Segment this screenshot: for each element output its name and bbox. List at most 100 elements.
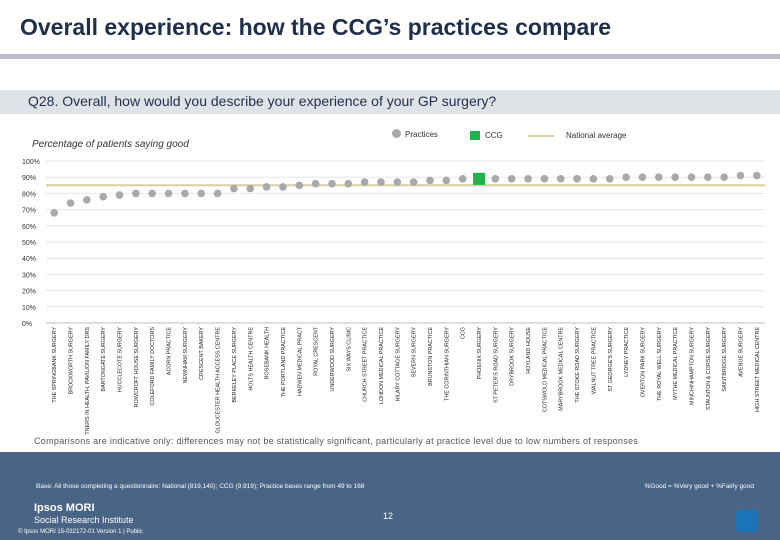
practice-point bbox=[524, 175, 532, 183]
category-label: LONDON MEDICAL PRACTICE bbox=[379, 327, 385, 404]
practice-point bbox=[753, 171, 761, 180]
practice-point bbox=[164, 189, 173, 198]
category-label: COLEFORD FAMILY DOCTORS bbox=[150, 327, 156, 406]
practice-point bbox=[132, 189, 140, 198]
y-tick-label: 40% bbox=[22, 256, 36, 263]
y-tick-label: 10% bbox=[22, 305, 36, 312]
practice-point bbox=[605, 175, 614, 183]
practice-point bbox=[704, 173, 712, 181]
y-tick-label: 100% bbox=[22, 159, 40, 166]
title-divider bbox=[0, 54, 780, 59]
y-tick-label: 0% bbox=[22, 321, 32, 328]
practice-point bbox=[654, 173, 663, 181]
category-label: HIGH STREET MEDICAL CENTRE bbox=[755, 327, 761, 412]
practice-point bbox=[736, 171, 745, 180]
footer-band bbox=[0, 452, 780, 540]
footnote: Comparisons are indicative only: differe… bbox=[34, 436, 639, 446]
practice-point bbox=[426, 176, 434, 185]
practice-point bbox=[393, 178, 402, 186]
practice-point bbox=[360, 178, 369, 186]
category-label: STAUNTON & CORSE SURGERY bbox=[706, 327, 712, 410]
category-label: HOLTS HEALTH CENTRE bbox=[248, 327, 254, 391]
category-label: MYTHE MEDICAL PRACTICE bbox=[673, 327, 679, 400]
question-bar bbox=[0, 90, 780, 114]
category-label: GLOUCESTER HEALTH ACCESS CENTRE bbox=[216, 327, 222, 434]
y-tick-label: 70% bbox=[22, 208, 36, 215]
legend-practices-label: Practices bbox=[405, 130, 438, 139]
y-tick-label: 50% bbox=[22, 240, 36, 247]
category-label: CRESCENT BAKERY bbox=[199, 327, 205, 380]
category-label: SEVERN SURGERY bbox=[412, 327, 418, 378]
category-label: ACORN PRACTICE bbox=[167, 327, 173, 376]
legend-practice-dot-icon bbox=[392, 129, 401, 138]
practice-point bbox=[311, 179, 320, 188]
category-label: BARTONGATE SURGERY bbox=[101, 327, 107, 392]
ipsos-logo-icon bbox=[736, 510, 758, 532]
practice-point bbox=[638, 173, 647, 181]
brand-sub: Social Research Institute bbox=[34, 515, 134, 525]
practice-point bbox=[540, 175, 549, 183]
practice-point bbox=[197, 189, 206, 198]
ccg-point bbox=[473, 172, 486, 185]
y-tick-label: 90% bbox=[22, 175, 36, 182]
practice-point bbox=[720, 173, 728, 181]
category-label: OVERTON PARK SURGERY bbox=[640, 327, 646, 398]
category-label: PARTNERS IN HEALTH, PAVILION FAMILY DRS bbox=[85, 327, 91, 435]
chart-subtitle: Percentage of patients saying good bbox=[32, 139, 189, 150]
category-label: CHURCH STREET PRACTICE bbox=[363, 327, 369, 402]
practice-point bbox=[377, 178, 385, 186]
practice-point bbox=[262, 183, 271, 191]
category-label: SIX WAYS CLINIC bbox=[346, 327, 352, 372]
practice-point bbox=[507, 175, 516, 183]
category-label: BRUNSTON PRACTICE bbox=[428, 327, 434, 386]
practice-point bbox=[181, 189, 189, 198]
category-label: ROYAL CRESCENT bbox=[314, 326, 320, 376]
category-label: MINCHINHAMPTON SURGERY bbox=[689, 327, 695, 405]
practice-point bbox=[213, 189, 222, 198]
category-label: AVENUE SURGERY bbox=[738, 327, 744, 377]
category-label: HOYLAND HOUSE bbox=[526, 327, 532, 374]
copyright: © Ipsos MORI 15-032172-01 Version 1 | Pu… bbox=[18, 529, 143, 535]
category-label: ST PETER'S ROAD SURGERY bbox=[493, 327, 499, 403]
category-label: DRYBROOK SURGERY bbox=[510, 327, 516, 386]
legend-national-label: National average bbox=[566, 131, 627, 140]
category-label: CCG bbox=[461, 327, 467, 339]
brand-name: Ipsos MORI bbox=[34, 502, 95, 514]
question-text: Q28. Overall, how would you describe you… bbox=[28, 93, 497, 109]
category-label: WALNUT TREE PRACTICE bbox=[591, 327, 597, 394]
practice-point bbox=[589, 175, 598, 183]
category-label: THE SPRINGBANK SURGERY bbox=[52, 327, 58, 403]
practice-point bbox=[442, 176, 451, 185]
category-label: UNDERWOOD SURGERY bbox=[330, 327, 336, 392]
legend-national-line-icon bbox=[528, 135, 554, 137]
practice-point bbox=[556, 175, 565, 183]
practice-point bbox=[458, 175, 467, 183]
practice-point bbox=[50, 209, 58, 217]
practice-point bbox=[83, 196, 91, 204]
practice-point bbox=[99, 192, 107, 201]
page-number: 12 bbox=[383, 511, 394, 521]
y-tick-label: 80% bbox=[22, 191, 36, 198]
slide-title: Overall experience: how the CCG’s practi… bbox=[20, 14, 611, 40]
chart-plot: 0% 10% 20% 30% 40% 50% 60% 70% 80% 90% 100% THE SPR… bbox=[22, 159, 765, 435]
practice-point bbox=[230, 184, 238, 193]
practice-point bbox=[115, 191, 124, 199]
category-label: ROSEBANK HEALTH bbox=[265, 327, 271, 379]
practice-point bbox=[622, 173, 630, 181]
category-label: MARYBROOK MEDICAL CENTRE bbox=[559, 327, 565, 411]
y-tick-label: 30% bbox=[22, 272, 36, 279]
title-bar: Overall experience: how the CCG’s practi… bbox=[0, 0, 780, 62]
category-label: SAINTBRIDGE SURGERY bbox=[722, 327, 728, 392]
category-label: HILARY COTTAGE SURGERY bbox=[395, 327, 401, 402]
good-definition: %Good = %Very good + %Fairly good bbox=[644, 483, 754, 490]
practice-point bbox=[279, 183, 287, 191]
category-label: ROWCROFT HOUSE SURGERY bbox=[134, 327, 140, 408]
practice-point bbox=[671, 173, 679, 181]
practice-point bbox=[687, 173, 696, 181]
category-label: THE ROYAL WELL SURGERY bbox=[657, 327, 663, 401]
practice-point bbox=[573, 175, 581, 183]
category-label: THE STOKE ROAD SURGERY bbox=[575, 327, 581, 403]
practice-point bbox=[409, 178, 418, 186]
practice-point bbox=[491, 175, 500, 183]
category-label: THE PORTLAND PRACTICE bbox=[281, 327, 287, 398]
